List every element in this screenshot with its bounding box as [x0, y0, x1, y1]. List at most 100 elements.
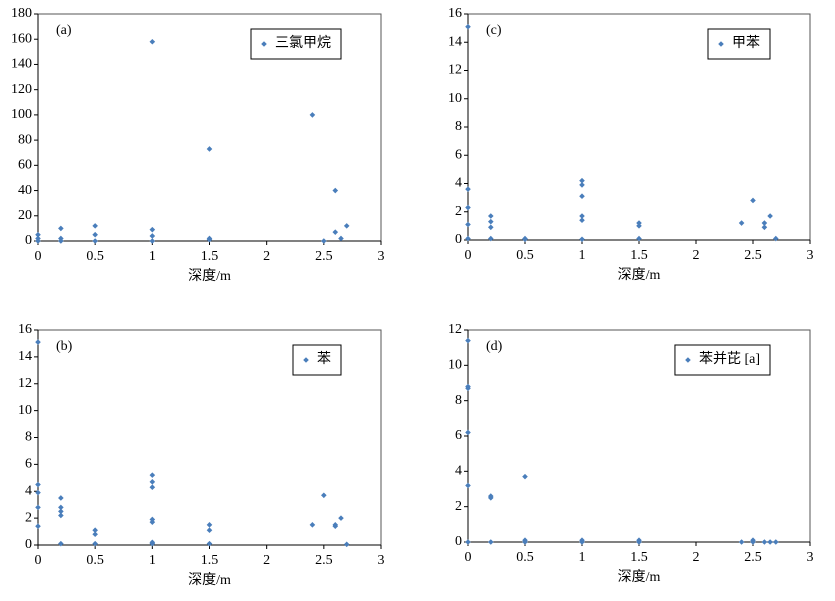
- x-tick-label: 1.5: [201, 249, 219, 264]
- point: [206, 522, 213, 528]
- y-tick-label: 160: [11, 31, 32, 46]
- point: [636, 539, 642, 545]
- y-tick-label: 14: [18, 349, 32, 364]
- subplot: 0 2 4 6 8 10 12 0 0.5 1 1.5 2 2.5 3 深度/m (d) 苯并芘 [a]: [448, 322, 814, 585]
- point: [92, 223, 98, 229]
- x-tick-label: 0: [465, 550, 472, 565]
- legend-marker: [718, 41, 724, 47]
- y-tick-label: 60: [18, 158, 32, 173]
- point: [149, 484, 156, 491]
- y-tick-label: 2: [455, 499, 462, 514]
- x-axis-label: 深度/m: [188, 572, 231, 588]
- point: [58, 512, 64, 519]
- point: [343, 541, 350, 548]
- x-tick-label: 3: [807, 248, 814, 263]
- panel-label: (b): [56, 339, 73, 354]
- x-tick-label: 1: [579, 550, 586, 565]
- legend-box: [292, 344, 342, 376]
- point: [522, 473, 528, 480]
- point: [761, 539, 768, 545]
- y-tick-label: 12: [448, 63, 462, 78]
- point: [738, 220, 745, 226]
- point: [579, 193, 585, 200]
- point: [309, 112, 316, 118]
- y-tick-label: 10: [18, 403, 32, 418]
- point: [92, 540, 98, 547]
- legend-label: 三氯甲烷: [275, 35, 331, 51]
- y-tick-label: 40: [18, 183, 32, 198]
- x-tick-label: 2: [693, 248, 700, 263]
- point: [488, 224, 494, 231]
- point: [579, 182, 585, 188]
- point: [522, 236, 528, 243]
- point: [332, 522, 339, 528]
- legend-label: 甲苯: [732, 34, 760, 51]
- point: [579, 539, 585, 545]
- y-tick-label: 14: [448, 34, 462, 49]
- point: [35, 523, 41, 529]
- y-tick-label: 8: [455, 393, 462, 408]
- legend-box: [674, 344, 771, 376]
- point: [58, 504, 64, 511]
- point: [761, 224, 768, 231]
- point: [488, 539, 494, 545]
- point: [58, 238, 64, 244]
- y-tick-label: 8: [25, 430, 32, 445]
- point: [92, 527, 98, 534]
- x-tick-label: 3: [807, 550, 814, 565]
- point: [35, 504, 41, 511]
- point: [773, 539, 779, 545]
- x-tick-label: 1: [149, 553, 156, 568]
- point: [488, 218, 494, 225]
- y-tick-label: 12: [448, 322, 462, 337]
- y-tick-label: 12: [18, 376, 32, 391]
- point: [636, 235, 642, 242]
- point: [338, 515, 344, 521]
- y-tick-label: 4: [455, 464, 462, 479]
- x-tick-label: 2.5: [744, 248, 762, 263]
- point: [35, 489, 41, 496]
- subplot: 0 2 4 6 8 10 12 14 16 0 0.5 1 1.5 2 2.5 3 深度/m (c) 甲苯: [448, 6, 814, 283]
- y-tick-label: 0: [455, 232, 462, 247]
- point: [767, 539, 773, 545]
- point: [206, 527, 213, 534]
- x-tick-label: 2: [263, 249, 270, 264]
- y-tick-label: 4: [455, 176, 462, 191]
- point: [579, 217, 585, 224]
- x-tick-label: 2: [263, 553, 270, 568]
- point: [636, 223, 642, 229]
- point: [332, 229, 339, 235]
- point: [773, 235, 779, 242]
- point: [149, 479, 156, 485]
- point: [343, 223, 350, 229]
- point: [332, 187, 339, 194]
- y-tick-label: 16: [448, 6, 462, 21]
- legend-label: 苯并芘 [a]: [699, 350, 760, 367]
- x-tick-label: 0: [35, 553, 42, 568]
- x-tick-label: 0: [465, 248, 472, 263]
- point: [149, 226, 156, 233]
- point: [206, 146, 213, 152]
- y-tick-label: 6: [455, 147, 462, 162]
- y-tick-label: 180: [11, 6, 32, 21]
- y-tick-label: 10: [448, 91, 462, 106]
- point: [761, 220, 768, 226]
- point: [58, 540, 64, 547]
- x-tick-label: 1: [579, 248, 586, 263]
- x-axis-label: 深度/m: [188, 268, 231, 284]
- point: [309, 522, 316, 528]
- panel-label: (d): [486, 339, 503, 354]
- y-tick-label: 0: [25, 233, 32, 248]
- x-axis-label: 深度/m: [618, 267, 661, 283]
- point: [321, 238, 327, 244]
- point: [35, 238, 41, 244]
- panel-label: (a): [56, 23, 72, 38]
- point: [35, 231, 41, 238]
- x-tick-label: 0.5: [516, 550, 534, 565]
- point: [58, 495, 64, 501]
- y-tick-label: 2: [25, 510, 32, 525]
- y-tick-label: 0: [455, 534, 462, 549]
- point: [579, 177, 585, 184]
- y-tick-label: 4: [25, 483, 32, 498]
- point: [321, 492, 327, 499]
